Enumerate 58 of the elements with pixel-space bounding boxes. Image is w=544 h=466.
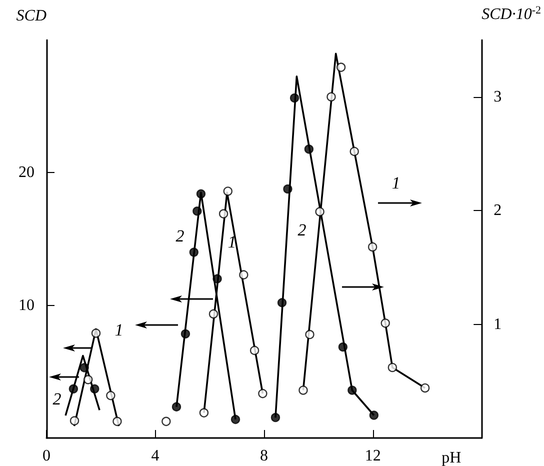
point	[388, 362, 398, 372]
point	[223, 186, 232, 196]
x-axis-title: pH	[442, 450, 462, 466]
point	[305, 330, 314, 340]
y2-tick-label: 3	[494, 88, 502, 106]
point	[192, 206, 202, 216]
point	[250, 346, 260, 356]
point	[90, 384, 100, 394]
y2-tick-label: 1	[494, 316, 502, 333]
point	[258, 388, 268, 398]
point	[336, 62, 346, 72]
point	[199, 408, 209, 418]
annotation: 1	[392, 174, 400, 192]
point	[315, 207, 324, 216]
point	[84, 375, 93, 384]
y-tick-label: 20	[18, 164, 34, 182]
y-tick-label: 10	[18, 296, 34, 314]
point	[180, 329, 190, 338]
point	[338, 342, 348, 352]
point	[348, 386, 357, 395]
point	[80, 363, 89, 372]
y-axis-title: SCD	[16, 8, 47, 24]
annotation: 1	[114, 320, 124, 340]
point	[350, 146, 359, 156]
annotation: 2	[52, 390, 62, 408]
point	[298, 386, 308, 395]
x-tick-label: 0	[42, 448, 50, 464]
x-tick-label: 12	[364, 448, 381, 464]
point	[91, 328, 101, 338]
point	[420, 383, 430, 393]
point	[368, 242, 378, 252]
point	[290, 93, 300, 103]
point	[369, 410, 379, 420]
annotation: 1	[228, 232, 236, 252]
point	[212, 274, 222, 284]
point	[380, 318, 390, 328]
point	[326, 92, 336, 102]
point	[189, 248, 198, 257]
point	[106, 390, 116, 400]
point	[239, 270, 248, 280]
point	[208, 309, 218, 319]
annotation: 2	[298, 220, 307, 240]
point	[304, 144, 314, 154]
point	[283, 184, 292, 194]
point	[172, 402, 182, 412]
x-tick-label: 8	[260, 448, 268, 464]
y2-tick-label: 2	[494, 202, 502, 220]
point	[218, 209, 228, 218]
point	[112, 416, 122, 426]
point	[277, 298, 287, 308]
point	[68, 384, 78, 394]
point	[196, 189, 206, 198]
point	[162, 416, 171, 426]
annotation: 2	[176, 226, 185, 246]
x-tick-label: 4	[151, 448, 160, 464]
point	[70, 416, 80, 426]
point	[230, 414, 240, 424]
point	[270, 412, 280, 422]
